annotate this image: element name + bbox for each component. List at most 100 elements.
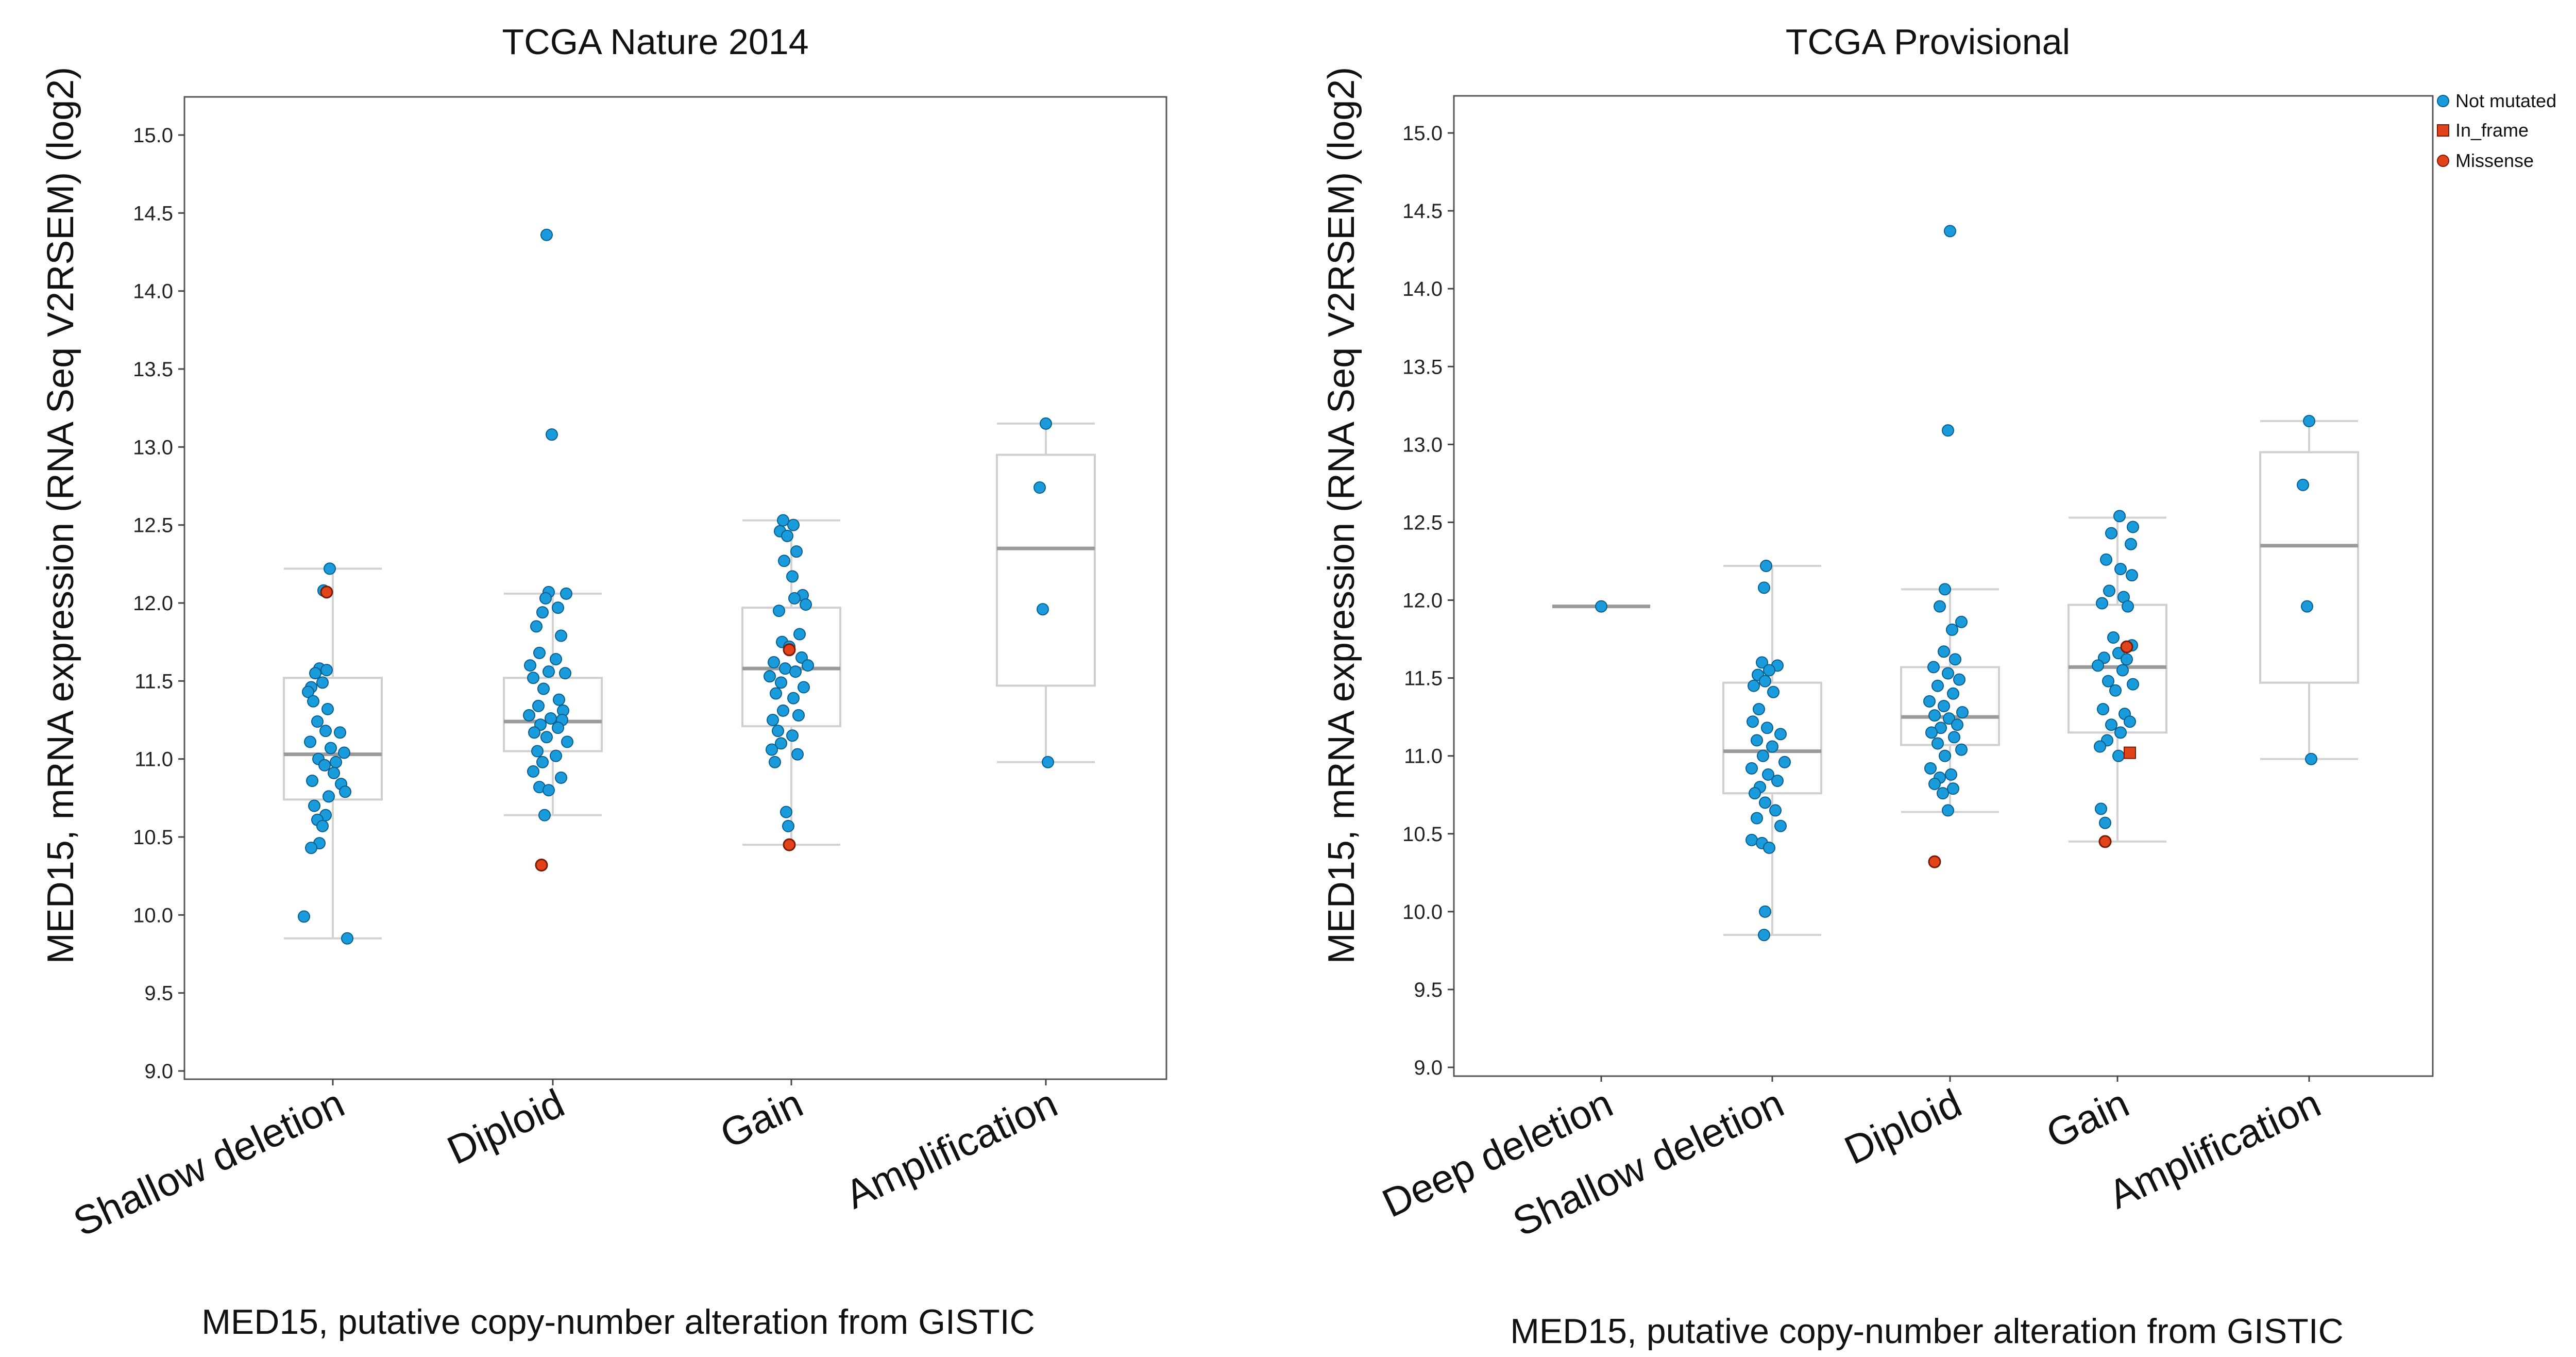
data-point-not-mutated [561,735,573,748]
data-point-not-mutated [1946,623,1958,636]
data-point-not-mutated [324,562,336,575]
y-tick-label: 9.5 [1414,979,1443,1001]
data-point-not-mutated [777,704,789,717]
data-point-not-mutated [1937,787,1949,800]
data-point-not-mutated [1924,762,1937,775]
y-tick-label: 13.0 [133,436,173,459]
y-tick-label: 15.0 [133,124,173,147]
data-point-in-frame [2124,746,2136,759]
data-point-not-mutated [2113,510,2126,523]
data-point-not-mutated [2107,631,2120,644]
data-point-not-mutated [302,685,314,698]
data-point-not-mutated [319,725,332,738]
data-point-not-mutated [1955,615,1968,628]
data-point-not-mutated [778,555,790,567]
data-point-not-mutated [1756,656,1768,669]
data-point-not-mutated [1778,756,1791,768]
data-point-not-mutated [782,819,794,832]
data-point-not-mutated [1774,819,1787,832]
y-tick-label: 9.5 [144,982,173,1005]
data-point-not-mutated [524,659,536,672]
chart2-points [1595,225,2317,942]
chart1-points [298,228,1054,945]
data-point-not-mutated [553,693,565,706]
data-point-not-mutated [305,842,317,855]
y-tick-label: 13.5 [133,358,173,381]
data-point-not-mutated [1767,685,1780,698]
category-label: Shallow deletion [66,1080,351,1245]
data-point-not-mutated [2092,659,2104,672]
y-tick-label: 14.0 [133,280,173,303]
data-point-not-mutated [318,759,331,772]
data-point-not-mutated [536,756,549,768]
box-iqr [283,677,383,801]
data-point-not-mutated [560,587,572,600]
data-point-not-mutated [2105,718,2117,731]
y-tick-label: 11.5 [134,670,173,693]
data-point-not-mutated [772,725,784,738]
data-point-not-mutated [2103,584,2115,597]
data-point-not-mutated [769,756,781,768]
chart1-plot-frame [183,96,1167,1080]
data-point-not-mutated [552,601,564,614]
data-point-not-mutated [538,809,551,822]
data-point-not-mutated [1934,600,1946,613]
legend: Not mutated In_frame Missense [2437,90,2556,171]
chart1-y-axis-label: MED15, mRNA expression (RNA Seq V2RSEM) … [40,67,81,964]
data-point-not-mutated [550,652,562,665]
data-point-missense [1928,855,1941,868]
chart1-category-labels: Shallow deletion Diploid Gain Amplification [66,1079,1064,1245]
data-point-not-mutated [306,775,318,788]
data-point-not-mutated [2096,597,2108,610]
data-point-not-mutated [1033,481,1046,494]
data-point-not-mutated [775,676,787,689]
data-point-not-mutated [1763,664,1775,677]
box-1 [503,592,603,816]
data-point-not-mutated [2109,684,2122,697]
data-point-not-mutated [1945,768,1957,781]
legend-in-frame-marker [2437,124,2449,137]
data-point-not-mutated [1944,225,1956,238]
data-point-not-mutated [2126,569,2138,582]
data-point-not-mutated [1758,581,1770,594]
data-point-not-mutated [798,681,810,694]
data-point-not-mutated [2121,653,2133,666]
data-point-not-mutated [1948,731,1960,744]
data-point-not-mutated [540,731,553,744]
data-point-not-mutated [1943,712,1955,725]
data-point-not-mutated [1942,667,1954,680]
data-point-not-mutated [2112,749,2125,762]
chart2-y-axis-label: MED15, mRNA expression (RNA Seq V2RSEM) … [1321,67,1362,964]
chart2-x-axis-label: MED15, putative copy-number alteration f… [1510,1312,2344,1351]
data-point-not-mutated [2116,664,2129,677]
data-point-not-mutated [802,659,814,672]
data-point-not-mutated [1928,778,1941,791]
data-point-not-mutated [527,672,539,684]
data-point-not-mutated [780,806,792,818]
data-point-not-mutated [1947,687,1959,700]
data-point-not-mutated [528,726,540,739]
y-tick-label: 11.5 [1404,667,1443,690]
data-point-not-mutated [527,765,539,778]
data-point-not-mutated [2297,478,2309,491]
y-tick-label: 13.5 [1402,356,1443,378]
data-point-not-mutated [2114,563,2127,576]
data-point-not-mutated [1751,734,1763,747]
data-point-not-mutated [787,518,800,531]
data-point-not-mutated [1761,722,1773,734]
y-tick-label: 13.0 [1402,433,1443,456]
data-point-not-mutated [764,670,776,683]
data-point-not-mutated [537,682,550,695]
data-point-not-mutated [2301,600,2313,613]
data-point-not-mutated [2100,553,2112,566]
data-point-not-mutated [1939,583,1951,596]
data-point-not-mutated [1757,749,1769,762]
data-point-not-mutated [1759,905,1771,918]
data-point-not-mutated [1766,740,1778,753]
data-point-not-mutated [552,722,564,734]
y-tick-label: 9.0 [1414,1057,1443,1079]
data-point-not-mutated [1595,600,1607,613]
data-point-not-mutated [1762,768,1774,781]
